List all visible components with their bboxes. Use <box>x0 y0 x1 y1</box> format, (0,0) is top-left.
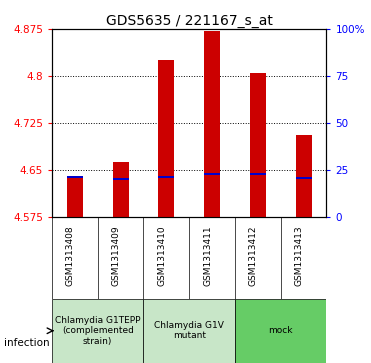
Bar <box>204 31 220 216</box>
Bar <box>158 176 174 178</box>
Bar <box>296 177 312 179</box>
Text: GSM1313411: GSM1313411 <box>203 225 212 286</box>
Bar <box>204 173 220 175</box>
Title: GDS5635 / 221167_s_at: GDS5635 / 221167_s_at <box>106 14 273 28</box>
Bar <box>52 298 144 363</box>
Text: GSM1313408: GSM1313408 <box>66 225 75 286</box>
Text: GSM1313412: GSM1313412 <box>249 226 258 286</box>
Bar <box>158 60 174 216</box>
Text: mock: mock <box>269 326 293 335</box>
Bar <box>250 73 266 216</box>
Bar <box>235 298 326 363</box>
Text: infection: infection <box>4 338 49 348</box>
Text: GSM1313409: GSM1313409 <box>112 225 121 286</box>
Text: GSM1313410: GSM1313410 <box>157 225 166 286</box>
Bar <box>67 176 83 178</box>
Bar <box>112 178 129 180</box>
Bar <box>296 135 312 216</box>
Bar <box>67 177 83 216</box>
Text: Chlamydia G1TEPP
(complemented
strain): Chlamydia G1TEPP (complemented strain) <box>55 316 141 346</box>
Bar <box>250 173 266 175</box>
Text: GSM1313413: GSM1313413 <box>295 225 303 286</box>
Bar <box>112 162 129 216</box>
Bar <box>144 298 235 363</box>
Text: Chlamydia G1V
mutant: Chlamydia G1V mutant <box>154 321 224 340</box>
